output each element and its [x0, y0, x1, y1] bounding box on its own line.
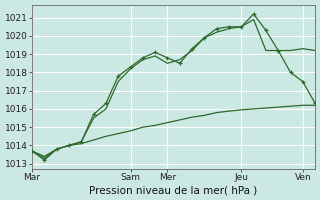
- X-axis label: Pression niveau de la mer( hPa ): Pression niveau de la mer( hPa ): [90, 185, 258, 195]
